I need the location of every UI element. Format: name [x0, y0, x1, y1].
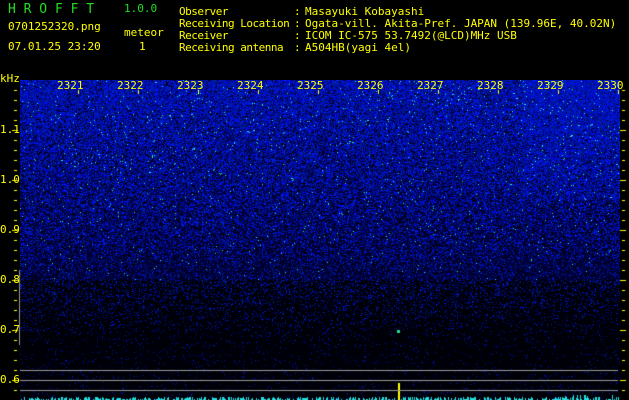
y-tick-label: 0.7: [0, 323, 20, 336]
info-label-antenna: Receiving antenna: [179, 41, 284, 54]
time-tick-label: 2325: [297, 79, 324, 92]
app-version: 1.0.0: [124, 2, 158, 15]
y-tick-label: 0.9: [0, 223, 20, 236]
time-tick-label: 2328: [477, 79, 504, 92]
info-value-antenna: A504HB(yagi 4el): [305, 41, 411, 54]
spectrogram: [20, 80, 620, 400]
y-tick-label: 0.8: [0, 273, 20, 286]
time-tick-label: 2330: [597, 79, 624, 92]
info-colon: :: [294, 41, 301, 54]
meteor-label: meteor: [124, 26, 164, 39]
time-tick-label: 2327: [417, 79, 444, 92]
filename: 0701252320.png: [8, 20, 101, 33]
y-tick-label: 1.0: [0, 173, 20, 186]
app-logo: H R O F F T: [8, 2, 95, 17]
time-tick-label: 2324: [237, 79, 264, 92]
meteor-count: 1: [139, 40, 146, 53]
datetime: 07.01.25 23:20: [8, 40, 101, 53]
y-unit-label: kHz: [0, 72, 20, 85]
y-tick-label: 1.1: [0, 123, 20, 136]
time-tick-label: 2321: [57, 79, 84, 92]
time-tick-label: 2326: [357, 79, 384, 92]
time-tick-label: 2322: [117, 79, 144, 92]
time-tick-label: 2329: [537, 79, 564, 92]
time-tick-label: 2323: [177, 79, 204, 92]
y-tick-label: 0.6: [0, 373, 20, 386]
